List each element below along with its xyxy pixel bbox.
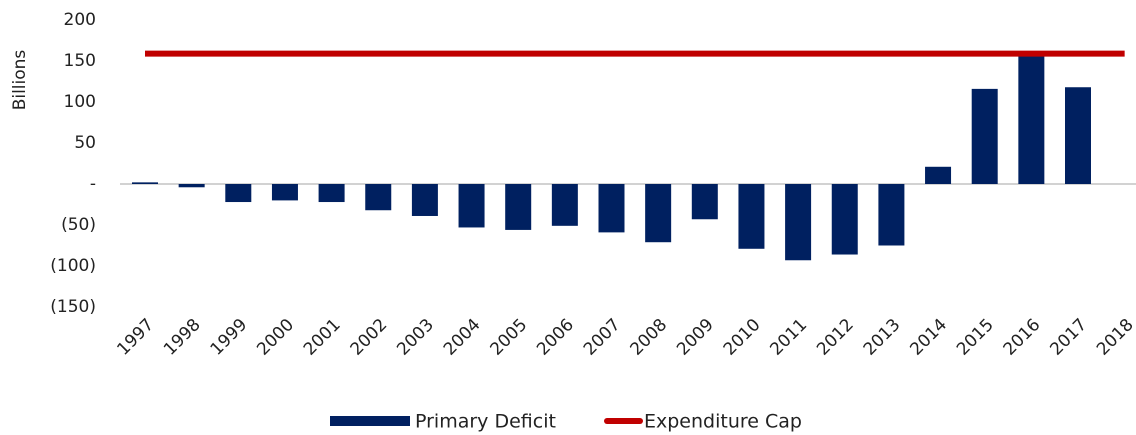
bar (925, 166, 952, 184)
x-tick-label: 2015 (953, 315, 998, 360)
x-tick-label: 2003 (393, 315, 438, 360)
x-tick-label: 2016 (1000, 315, 1045, 360)
y-tick-label: (150) (50, 297, 96, 317)
x-tick-label: 2012 (813, 315, 858, 360)
bar (645, 184, 672, 243)
bar (785, 184, 812, 261)
bar (178, 184, 205, 188)
bar (505, 184, 532, 230)
y-tick-label: 150 (64, 51, 96, 71)
legend-label: Expenditure Cap (644, 411, 802, 433)
x-tick-label: 2000 (253, 315, 298, 360)
bar (318, 184, 345, 203)
bar (691, 184, 718, 220)
bar (271, 184, 298, 201)
x-tick-label: 2001 (300, 315, 345, 360)
x-tick-label: 2005 (487, 315, 532, 360)
y-tick-label: - (90, 174, 96, 194)
bar (132, 182, 158, 184)
y-tick-label: (100) (50, 256, 96, 276)
bar (598, 184, 625, 233)
y-axis-label: Billions (10, 50, 30, 111)
bar (1065, 87, 1091, 184)
bar (225, 184, 252, 203)
x-tick-label: 2014 (906, 315, 951, 360)
bar (411, 184, 438, 216)
x-tick-label: 2008 (626, 315, 671, 360)
x-tick-label: 2018 (1093, 315, 1136, 360)
y-tick-label: 100 (64, 92, 96, 112)
bar (1018, 52, 1045, 184)
x-tick-label: 2017 (1046, 315, 1091, 360)
legend-swatch (330, 416, 410, 426)
bar (831, 184, 858, 255)
y-tick-label: 50 (74, 133, 96, 153)
x-tick-label: 1999 (207, 315, 252, 360)
x-tick-label: 1997 (113, 315, 158, 360)
bar (971, 88, 998, 184)
bar (365, 184, 392, 211)
legend-label: Primary Deficit (415, 411, 556, 433)
x-tick-label: 2002 (347, 315, 392, 360)
y-tick-label: (50) (61, 215, 96, 235)
bar (551, 184, 578, 226)
x-tick-label: 2011 (766, 315, 811, 360)
x-tick-label: 2004 (440, 315, 485, 360)
x-tick-label: 2007 (580, 315, 625, 360)
x-tick-label: 2013 (860, 315, 905, 360)
bar (458, 184, 485, 228)
x-tick-label: 1998 (160, 315, 205, 360)
x-tick-label: 2010 (720, 315, 765, 360)
bar (878, 184, 905, 246)
bar (738, 184, 765, 249)
x-tick-label: 2006 (533, 315, 578, 360)
y-tick-label: 200 (64, 10, 96, 30)
x-tick-label: 2009 (673, 315, 718, 360)
